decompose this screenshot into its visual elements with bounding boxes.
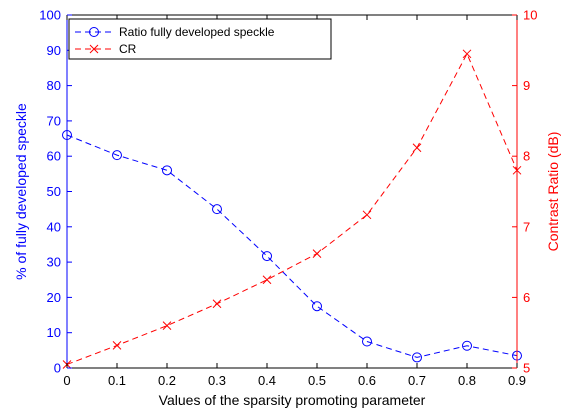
speckle-point [212, 204, 222, 215]
speckle-point [312, 301, 322, 312]
x-tick-label: 0.4 [258, 373, 276, 388]
right-tick-label: 7 [523, 219, 530, 234]
x-tick-label: 0.8 [458, 373, 476, 388]
cr-point [362, 210, 372, 220]
left-tick-label: 0 [54, 361, 61, 376]
cr-point [212, 299, 222, 309]
right-tick-label: 9 [523, 78, 530, 93]
x-tick-label: 0.9 [508, 373, 526, 388]
speckle-point [162, 165, 172, 176]
cr-point [262, 275, 272, 285]
series-line-speckle [66, 134, 518, 358]
x-axis-title: Values of the sparsity promoting paramet… [159, 392, 426, 408]
x-tick-label: 0.5 [308, 373, 326, 388]
cr-point [312, 249, 322, 258]
series-line-cr [66, 52, 518, 365]
left-tick-label: 70 [47, 113, 61, 128]
x-tick-label: 0.2 [158, 373, 176, 388]
right-tick-label: 10 [523, 8, 537, 23]
left-tick-label: 60 [47, 149, 61, 164]
speckle-point [412, 352, 422, 363]
legend-box [68, 18, 332, 60]
ticks-layer: 0 0.1 0.2 0.3 0.4 0.5 0.6 0.7 0.8 0.9 0 10 20 30 40 50 6… [39, 8, 537, 389]
x-tick-label: 0.3 [208, 373, 226, 388]
plot-area [67, 15, 517, 368]
cr-point [462, 49, 472, 59]
legend: Ratio fully developed speckle CR [68, 18, 332, 60]
legend-label-speckle: Ratio fully developed speckle [119, 25, 275, 39]
speckle-point [462, 340, 472, 351]
left-tick-label: 30 [47, 255, 61, 270]
left-tick-label: 100 [39, 8, 61, 23]
legend-marker-cr [89, 44, 99, 54]
x-tick-label: 0.6 [358, 373, 376, 388]
left-tick-label: 20 [47, 290, 61, 305]
speckle-point [262, 251, 272, 262]
right-tick-label: 6 [523, 290, 530, 305]
cr-point [112, 341, 122, 350]
left-axis-title: % of fully developed speckle [13, 103, 29, 280]
left-tick-label: 50 [47, 184, 61, 199]
legend-label-cr: CR [119, 42, 137, 56]
speckle-point [362, 336, 372, 347]
legend-marker-speckle [89, 27, 99, 37]
speckle-point [112, 150, 122, 161]
x-tick-label: 0.7 [408, 373, 426, 388]
right-axis-title: Contrast Ratio (dB) [545, 132, 561, 252]
cr-point [162, 321, 172, 330]
right-tick-label: 5 [523, 361, 530, 376]
cr-point [412, 143, 422, 153]
left-tick-label: 90 [47, 43, 61, 58]
x-tick-label: 0.1 [108, 373, 126, 388]
left-tick-label: 80 [47, 78, 61, 93]
right-tick-label: 8 [523, 149, 530, 164]
left-tick-label: 10 [47, 325, 61, 340]
x-tick-label: 0 [63, 373, 70, 388]
left-tick-label: 40 [47, 219, 61, 234]
